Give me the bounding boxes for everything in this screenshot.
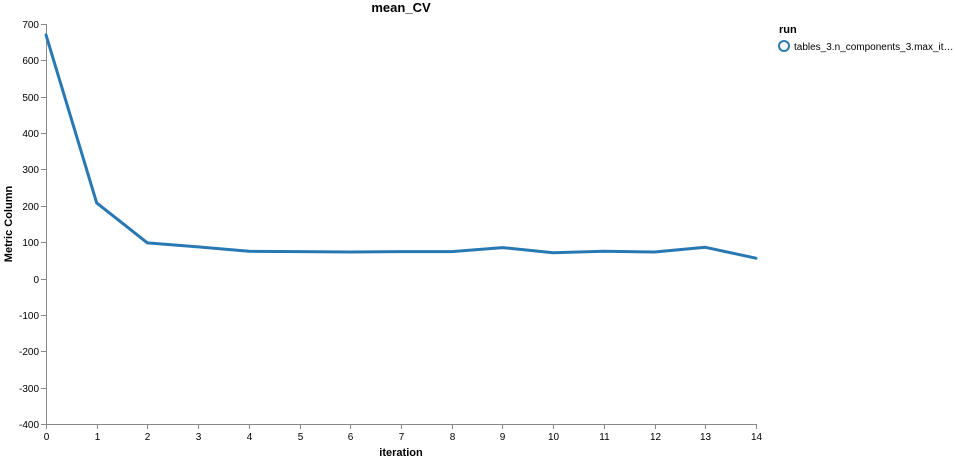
x-tick-label: 10 (548, 432, 560, 443)
legend: run tables_3.n_components_3.max_it… (778, 24, 954, 53)
series-layer (44, 33, 758, 260)
x-tick-label: 14 (751, 432, 763, 443)
x-tick-label: 11 (599, 432, 610, 443)
y-axis: -400 -300 -200 -100 0 100 200 300 400 500 600 700 (19, 20, 47, 431)
series-line (44, 33, 758, 260)
y-tick-label: 100 (22, 238, 39, 249)
y-tick-label: -100 (19, 311, 39, 322)
y-tick-label: -200 (19, 347, 39, 358)
x-axis: 0 1 2 3 4 5 6 7 8 9 10 11 12 13 14 (44, 424, 763, 443)
y-tick-label: 200 (22, 202, 39, 213)
x-tick-label: 12 (650, 432, 662, 443)
x-axis-title: iteration (379, 447, 423, 459)
x-tick-label: 13 (700, 432, 712, 443)
x-tick-label: 3 (196, 432, 202, 443)
legend-title: run (779, 24, 797, 36)
legend-symbol-circle (778, 40, 790, 52)
y-tick-label: -300 (19, 384, 39, 395)
y-tick-label: 0 (33, 275, 39, 286)
x-tick-label: 7 (399, 432, 405, 443)
x-tick-label: 8 (450, 432, 456, 443)
x-tick-label: 2 (145, 432, 151, 443)
y-tick-label: 400 (22, 129, 39, 140)
x-tick-label: 0 (44, 432, 50, 443)
y-tick-label: 700 (22, 20, 39, 31)
chart-title: mean_CV (371, 0, 431, 15)
y-tick-label: 300 (22, 165, 39, 176)
x-tick-label: 1 (95, 432, 101, 443)
x-tick-label: 6 (348, 432, 354, 443)
y-tick-label: 500 (22, 93, 39, 104)
y-tick-label: 600 (22, 56, 39, 67)
y-axis-title: Metric Column (3, 186, 15, 263)
x-tick-label: 4 (247, 432, 253, 443)
x-tick-label: 9 (500, 432, 506, 443)
x-tick-label: 5 (298, 432, 304, 443)
y-tick-label: -400 (19, 420, 39, 431)
legend-entry-label: tables_3.n_components_3.max_it… (794, 42, 954, 53)
